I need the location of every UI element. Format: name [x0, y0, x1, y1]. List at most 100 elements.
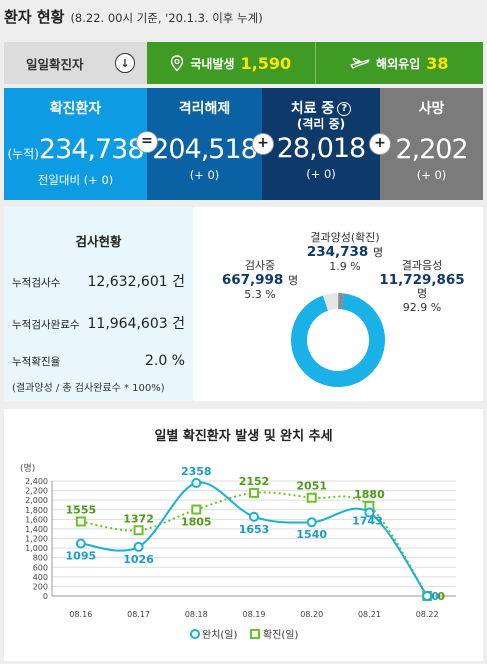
treating-title-line: 치료 중? — [262, 98, 380, 118]
overseas-value: 38 — [426, 53, 449, 73]
data-point-recovered — [133, 541, 144, 552]
page-subtitle: (8.22. 00시 기준, '20.1.3. 이후 누계) — [70, 11, 263, 25]
chart-title: 일별 확진환자 발생 및 완치 추세 — [154, 429, 333, 444]
test-row: 누적검사수 12,632,601 건 — [12, 271, 185, 291]
data-label-confirmed: 0 — [437, 590, 445, 603]
page-header: 환자 현황 (8.22. 00시 기준, '20.1.3. 이후 누계) — [4, 6, 263, 30]
donut-label-value: 11,729,865 — [379, 272, 465, 288]
legend-confirmed-marker — [250, 629, 260, 639]
treating-subtitle: (격리 중) — [296, 117, 346, 131]
help-icon[interactable]: ? — [337, 102, 352, 116]
confirmed-delta: 전일대비 (+ 0) — [37, 173, 114, 187]
treating-box: 치료 중? (격리 중) 28,018 (+ 0) — [262, 88, 380, 200]
series-line-confirmed — [80, 491, 428, 597]
data-label-recovered: 1026 — [123, 553, 154, 566]
test-row-label: 누적검사수 — [12, 277, 61, 289]
donut-slice-testing — [322, 293, 339, 311]
data-label-confirmed: 1805 — [181, 516, 212, 529]
data-label-confirmed: 1880 — [354, 488, 385, 501]
test-row: 누적확진율 2.0 % — [12, 353, 185, 369]
data-label-confirmed: 1372 — [123, 512, 154, 525]
y-tick-label: 1,200 — [25, 535, 48, 544]
released-delta: (+ 0) — [189, 168, 220, 182]
donut-label-pct: 1.9 % — [329, 260, 361, 273]
deaths-delta: (+ 0) — [416, 168, 447, 182]
donut-label-title: 결과음성 — [401, 259, 443, 272]
donut-label-unit: 명 — [373, 246, 384, 259]
y-tick-label: 1,800 — [25, 506, 48, 515]
donut-label-title: 검사중 — [244, 259, 276, 272]
y-tick-label: 0 — [43, 592, 48, 601]
data-point-recovered — [249, 511, 259, 522]
deaths-title: 사망 — [418, 101, 445, 117]
overseas-label: 해외유입 — [376, 56, 421, 71]
data-label-recovered: 0 — [431, 590, 439, 603]
donut-label-pct: 5.3 % — [244, 288, 276, 301]
test-row: 누적검사완료수 11,964,603 건 — [12, 313, 185, 333]
test-donut-area: 검사중 667,998 명 5.3 % 결과양성(확진) 234,738 명 1… — [193, 207, 483, 401]
donut-label-unit: 명 — [416, 287, 428, 300]
test-row-value: 2.0 % — [144, 353, 185, 369]
deaths-box: 사망 2,202 (+ 0) — [380, 88, 483, 200]
donut-label-value: 234,738 — [306, 244, 369, 260]
plus-icon: + — [370, 134, 390, 154]
data-point-recovered — [422, 591, 433, 601]
data-label-recovered: 1743 — [352, 514, 383, 527]
domestic-value: 1,590 — [240, 53, 292, 73]
plus-icon: + — [253, 134, 273, 154]
y-tick-label: 800 — [33, 554, 48, 563]
arrow-down-icon[interactable]: ↓ — [115, 53, 135, 73]
released-value: 204,518 — [152, 134, 258, 165]
y-tick-label: 2,000 — [25, 496, 48, 505]
x-tick-label: 08.22 — [416, 610, 439, 619]
daily-trend-chart-panel: 일별 확진환자 발생 및 완치 추세 (명) 0 200 400 600 800 1,000… — [4, 409, 483, 661]
test-status-title: 검사현황 — [75, 234, 122, 249]
donut-label-positive: 결과양성(확진) 234,738 명 1.9 % — [295, 231, 395, 274]
treating-title: 치료 중 — [290, 101, 335, 117]
y-tick-label: 1,600 — [25, 515, 48, 524]
legend-recovered-marker — [190, 629, 200, 639]
data-point-confirmed — [75, 516, 86, 527]
deaths-value: 2,202 — [395, 134, 468, 165]
data-label-confirmed: 1555 — [66, 503, 97, 516]
data-point-recovered — [364, 507, 375, 518]
confirmed-value: 234,738 — [38, 134, 145, 165]
airplane-icon — [350, 57, 370, 69]
data-label-recovered: 1095 — [66, 550, 97, 563]
daily-confirmed-bar: 일일확진자 ↓ 국내발생 1,590 해외유입 38 — [4, 42, 483, 84]
donut-label-value: 667,998 — [221, 272, 284, 288]
daily-confirmed-toggle[interactable]: 일일확진자 ↓ — [4, 42, 147, 84]
totals-panel: 확진환자 (누적)234,738 전일대비 (+ 0) 격리해제 204,518… — [4, 88, 483, 200]
donut-label-negative: 결과음성 11,729,865 명 92.9 % — [369, 259, 475, 315]
data-label-confirmed: 2152 — [239, 475, 270, 488]
released-title: 격리해제 — [178, 101, 231, 117]
test-status-panel: 검사현황 누적검사수 12,632,601 건 누적검사완료수 11,964,6… — [4, 207, 483, 401]
data-point-confirmed — [306, 492, 317, 503]
daily-confirmed-label: 일일확진자 — [26, 56, 84, 72]
y-axis-label: (명) — [20, 463, 35, 474]
confirmed-box: 확진환자 (누적)234,738 전일대비 (+ 0) — [4, 88, 147, 200]
test-summary: 검사현황 누적검사수 12,632,601 건 누적검사완료수 11,964,6… — [4, 207, 193, 401]
confirmed-prefix: (누적) — [7, 147, 39, 161]
test-row-value: 11,964,603 건 — [87, 316, 186, 332]
y-tick-label: 1,400 — [25, 525, 48, 534]
donut-label-pct: 92.9 % — [402, 301, 442, 314]
domestic-segment: 국내발생 1,590 — [147, 42, 315, 84]
data-point-recovered — [191, 478, 202, 489]
y-tick-label: 2,400 — [25, 477, 48, 486]
overseas-segment: 해외유입 38 — [314, 42, 483, 84]
data-point-confirmed — [133, 525, 144, 536]
data-label-recovered: 1653 — [239, 523, 270, 536]
y-tick-label: 1,000 — [25, 544, 48, 553]
x-tick-label: 08.18 — [185, 610, 208, 619]
legend-confirmed-label: 확진(일) — [263, 629, 299, 641]
location-pin-icon — [171, 54, 184, 71]
treating-value: 28,018 — [276, 133, 366, 164]
x-tick-label: 08.16 — [69, 610, 92, 619]
donut-label-unit: 명 — [288, 274, 299, 287]
x-tick-label: 08.21 — [358, 610, 381, 619]
released-box: 격리해제 204,518 (+ 0) — [147, 88, 262, 200]
donut-label-testing: 검사중 667,998 명 5.3 % — [215, 259, 305, 302]
y-tick-label: 200 — [33, 582, 48, 591]
donut-slice-negative — [291, 293, 385, 387]
